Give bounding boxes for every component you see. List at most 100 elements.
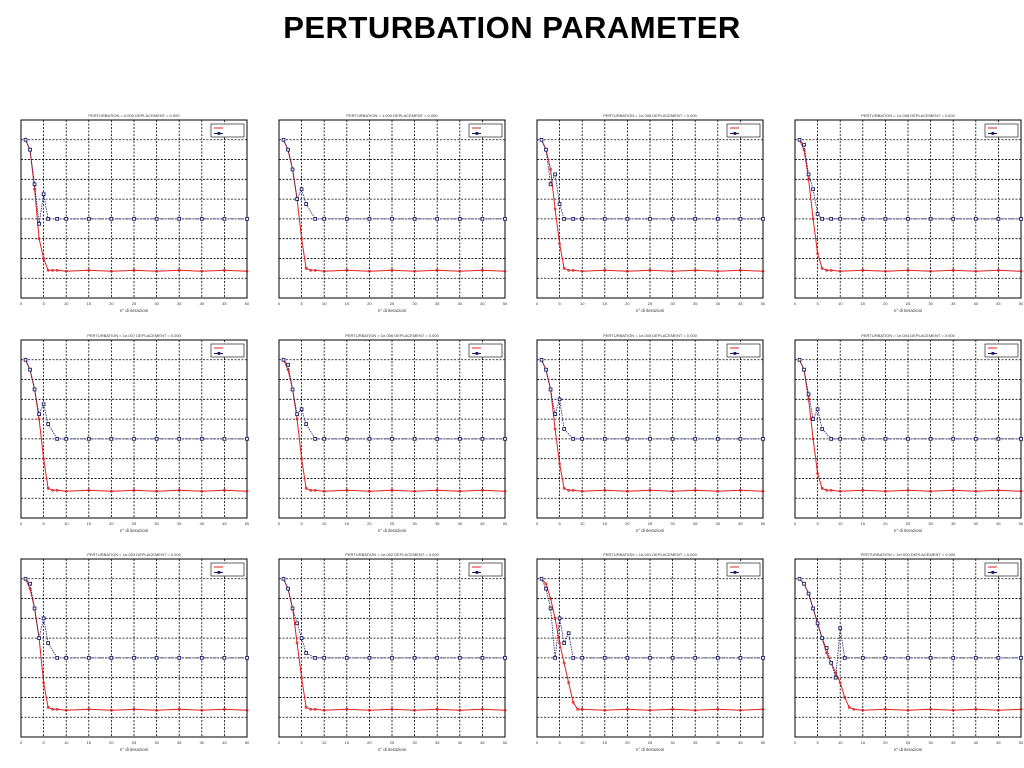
data-point bbox=[553, 656, 557, 660]
x-tick-label: 35 bbox=[693, 521, 698, 526]
data-point bbox=[480, 488, 484, 492]
data-point bbox=[51, 707, 55, 711]
data-point bbox=[480, 217, 485, 221]
x-axis-label: n° di iterazioni bbox=[894, 528, 922, 533]
data-point bbox=[996, 268, 1000, 272]
data-point bbox=[951, 217, 956, 221]
data-point bbox=[281, 576, 286, 581]
x-tick-label: 15 bbox=[87, 740, 92, 745]
data-point bbox=[838, 217, 843, 221]
data-point bbox=[802, 367, 806, 372]
data-point bbox=[580, 217, 585, 221]
data-point bbox=[811, 606, 815, 611]
data-point bbox=[28, 587, 32, 591]
data-point bbox=[132, 217, 136, 221]
data-point bbox=[557, 616, 562, 621]
data-point bbox=[390, 707, 394, 711]
x-tick-label: 0 bbox=[794, 740, 797, 745]
legend-marker-2 bbox=[733, 571, 737, 574]
data-point bbox=[973, 656, 978, 660]
data-point bbox=[200, 489, 204, 493]
x-tick-label: 5 bbox=[816, 521, 819, 526]
data-point bbox=[281, 137, 286, 142]
data-point bbox=[671, 269, 675, 273]
data-point bbox=[345, 488, 349, 492]
data-point bbox=[28, 367, 32, 372]
chart-title: PERTURBATION = 1e-002 DEPLACEMENT = 0.00… bbox=[345, 552, 439, 557]
chart-svg: 0 5 10 15 20 25 30 35 40 45 50 PERTURBATION = 0.000… bbox=[20, 113, 249, 313]
chart-title: PERTURBATION = 1e-008 DEPLACEMENT = 0.00… bbox=[861, 113, 955, 118]
data-point bbox=[544, 367, 548, 372]
data-point bbox=[55, 437, 60, 441]
x-tick-label: 15 bbox=[861, 301, 866, 306]
data-point bbox=[503, 217, 507, 221]
x-tick-label: 5 bbox=[42, 301, 45, 306]
data-point bbox=[996, 708, 1000, 712]
data-point bbox=[503, 437, 507, 441]
series-line-2 bbox=[25, 139, 247, 224]
data-point bbox=[55, 488, 59, 492]
x-tick-label: 50 bbox=[1019, 301, 1023, 306]
data-point bbox=[458, 489, 462, 493]
data-point bbox=[435, 707, 439, 711]
data-point bbox=[820, 217, 824, 221]
x-tick-label: 35 bbox=[177, 740, 182, 745]
data-point bbox=[37, 636, 41, 640]
data-point bbox=[951, 268, 955, 272]
x-tick-label: 25 bbox=[390, 301, 395, 306]
data-point bbox=[435, 437, 440, 441]
convergence-chart: 0 5 10 15 20 25 30 35 40 45 50 PERTURBATION = 1e-00… bbox=[520, 545, 765, 763]
data-point bbox=[295, 197, 299, 201]
x-tick-label: 40 bbox=[458, 301, 463, 306]
data-point bbox=[884, 269, 887, 273]
x-tick-label: 5 bbox=[300, 521, 303, 526]
data-point bbox=[544, 147, 548, 152]
data-point bbox=[295, 417, 299, 421]
data-point bbox=[671, 707, 675, 711]
data-point bbox=[906, 437, 910, 441]
data-point bbox=[313, 656, 318, 660]
data-point bbox=[815, 407, 820, 412]
data-point bbox=[435, 488, 439, 492]
data-point bbox=[1019, 217, 1023, 221]
data-point bbox=[580, 269, 584, 273]
data-point bbox=[290, 606, 295, 611]
data-point bbox=[906, 708, 910, 712]
data-point bbox=[860, 656, 865, 660]
data-point bbox=[860, 217, 865, 221]
data-point bbox=[693, 488, 697, 492]
data-point bbox=[46, 705, 50, 709]
data-point bbox=[32, 182, 37, 187]
data-point bbox=[571, 700, 575, 704]
data-point bbox=[313, 488, 317, 492]
x-tick-label: 30 bbox=[412, 740, 417, 745]
data-point bbox=[480, 437, 485, 441]
x-tick-label: 45 bbox=[222, 521, 227, 526]
data-point bbox=[222, 707, 226, 711]
x-tick-label: 30 bbox=[928, 740, 933, 745]
data-point bbox=[390, 656, 394, 660]
convergence-chart: 0 5 10 15 20 25 30 35 40 45 50 PERTURBATION = 1e-00… bbox=[262, 545, 507, 763]
data-point bbox=[562, 266, 566, 270]
data-point bbox=[571, 437, 576, 441]
data-point bbox=[648, 488, 652, 492]
data-point bbox=[299, 187, 304, 192]
chart-svg: 0 5 10 15 20 25 30 35 40 45 50 PERTURBATION = 1e-00… bbox=[536, 113, 765, 313]
x-tick-label: 30 bbox=[670, 521, 675, 526]
convergence-chart: 0 5 10 15 20 25 30 35 40 45 50 PERTURBATION = 1e-00… bbox=[778, 326, 1023, 544]
chart-legend bbox=[726, 562, 761, 577]
data-point bbox=[46, 422, 50, 426]
data-point bbox=[64, 489, 68, 493]
x-tick-label: 45 bbox=[996, 521, 1001, 526]
x-tick-label: 40 bbox=[974, 301, 979, 306]
data-point bbox=[313, 707, 317, 711]
data-point bbox=[951, 437, 956, 441]
legend-box bbox=[210, 343, 245, 358]
x-tick-label: 50 bbox=[761, 740, 765, 745]
data-point bbox=[1019, 656, 1023, 660]
data-point bbox=[906, 656, 910, 660]
x-tick-label: 35 bbox=[435, 521, 440, 526]
x-tick-label: 40 bbox=[458, 740, 463, 745]
x-tick-label: 45 bbox=[738, 740, 743, 745]
data-point bbox=[580, 489, 584, 493]
